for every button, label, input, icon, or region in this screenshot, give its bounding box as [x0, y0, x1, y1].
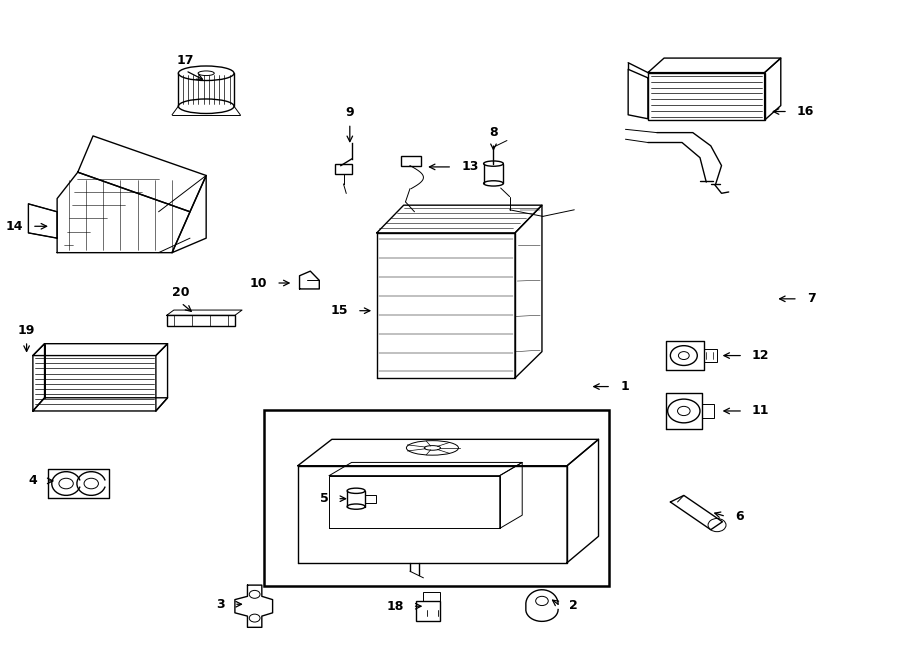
Bar [423, 592, 439, 601]
Text: 3: 3 [216, 598, 225, 611]
Text: 1: 1 [620, 380, 629, 393]
Bar [702, 405, 715, 418]
Text: 14: 14 [5, 219, 23, 233]
Text: 4: 4 [29, 475, 38, 487]
Bar [648, 73, 765, 120]
Bar [166, 315, 235, 326]
Text: 5: 5 [320, 492, 328, 505]
Bar [264, 410, 609, 586]
Bar [704, 349, 717, 362]
Text: 12: 12 [752, 349, 770, 362]
Bar [401, 157, 421, 166]
Text: 6: 6 [735, 510, 743, 523]
Text: 17: 17 [176, 54, 194, 67]
Text: 15: 15 [330, 304, 348, 317]
Text: 7: 7 [806, 292, 815, 305]
Text: 13: 13 [461, 161, 479, 173]
Text: 9: 9 [346, 106, 354, 120]
Text: 16: 16 [797, 105, 814, 118]
Text: 10: 10 [249, 276, 267, 290]
Text: 19: 19 [18, 324, 35, 337]
Text: 8: 8 [490, 126, 498, 139]
Text: 2: 2 [569, 599, 578, 612]
Bar [417, 601, 439, 621]
Bar [365, 494, 376, 502]
Text: 20: 20 [172, 286, 190, 299]
Text: 18: 18 [386, 600, 404, 613]
Text: 11: 11 [752, 405, 770, 418]
Bar [336, 165, 352, 174]
